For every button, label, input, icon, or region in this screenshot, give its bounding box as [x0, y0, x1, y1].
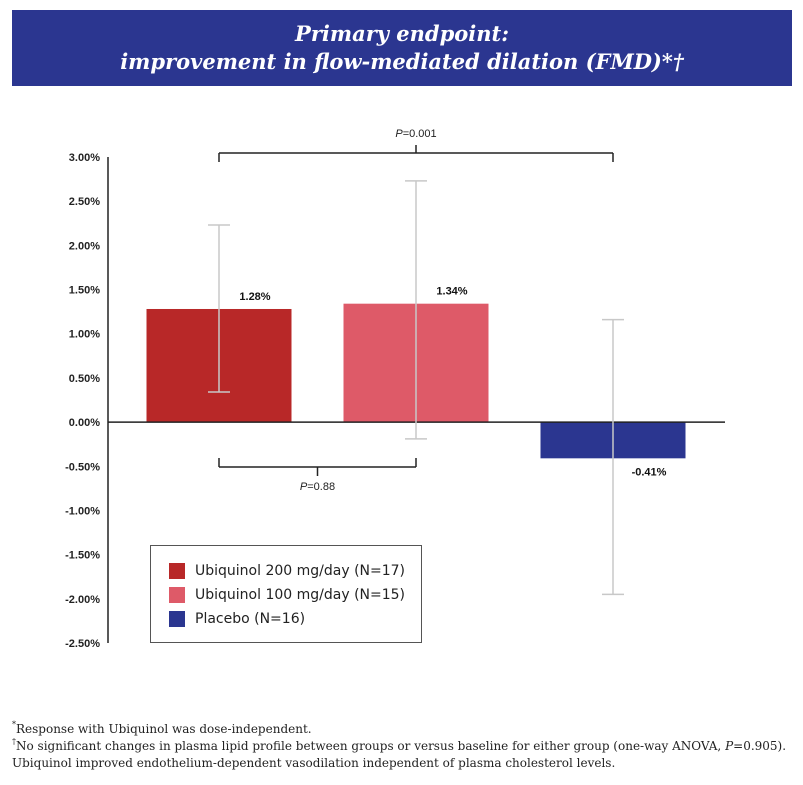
legend-swatch-100mg: [169, 587, 185, 603]
data-label: 1.28%: [239, 291, 270, 303]
footnote-1: *Response with Ubiquinol was dose-indepe…: [12, 720, 312, 737]
y-tick-label: -1.00%: [65, 505, 100, 517]
data-label: -0.41%: [632, 466, 667, 478]
footnote-3: Ubiquinol improved endothelium-dependent…: [12, 756, 616, 770]
y-tick-label: 3.00%: [69, 152, 100, 164]
header-title-line1: Primary endpoint:: [295, 21, 509, 46]
y-tick-label: 0.50%: [69, 373, 100, 385]
legend-label-placebo: Placebo (N=16): [195, 611, 306, 627]
legend-label-200mg: Ubiquinol 200 mg/day (N=17): [195, 563, 406, 579]
y-tick-label: 0.00%: [69, 417, 100, 429]
chart-legend: Ubiquinol 200 mg/day (N=17) Ubiquinol 10…: [150, 545, 422, 643]
y-tick-label: -2.00%: [65, 594, 100, 606]
legend-item-200mg: Ubiquinol 200 mg/day (N=17): [169, 562, 405, 580]
p-value-label: P=0.88: [300, 481, 335, 493]
y-tick-label: -2.50%: [65, 638, 100, 650]
y-tick-label: -0.50%: [65, 461, 100, 473]
p-value-label: P=0.001: [395, 128, 436, 140]
chart-header: Primary endpoint: improvement in flow-me…: [12, 10, 792, 86]
legend-swatch-placebo: [169, 611, 185, 627]
y-tick-label: 2.00%: [69, 240, 100, 252]
legend-label-100mg: Ubiquinol 100 mg/day (N=15): [195, 587, 406, 603]
footnotes: *Response with Ubiquinol was dose-indepe…: [12, 721, 792, 772]
bar-chart: 3.00% 2.50% 2.00% 1.50% 1.00% 0.50% 0.00% -0.50…: [65, 128, 725, 650]
y-tick-label: 1.50%: [69, 285, 100, 297]
data-label: 1.34%: [436, 286, 467, 298]
legend-item-placebo: Placebo (N=16): [169, 610, 305, 628]
legend-item-100mg: Ubiquinol 100 mg/day (N=15): [169, 586, 405, 604]
header-title-line2: improvement in flow-mediated dilation (F…: [120, 49, 684, 74]
y-tick-label: 1.00%: [69, 329, 100, 341]
legend-swatch-200mg: [169, 563, 185, 579]
y-tick-label: 2.50%: [69, 196, 100, 208]
y-tick-label: -1.50%: [65, 550, 100, 562]
footnote-2: †No significant changes in plasma lipid …: [12, 737, 787, 754]
